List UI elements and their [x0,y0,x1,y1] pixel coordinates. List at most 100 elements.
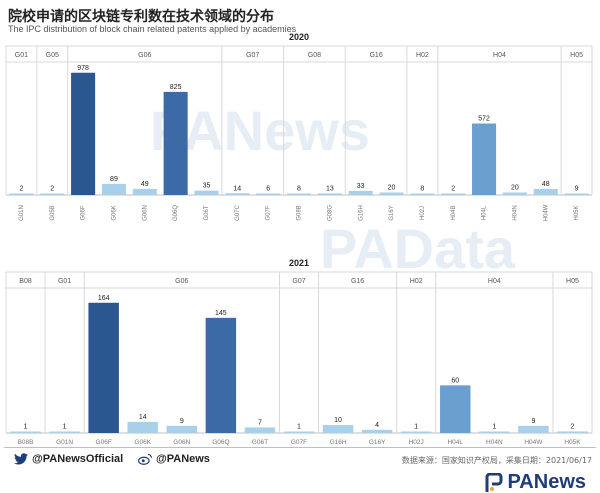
data-label: 1 [414,424,418,431]
bar [557,431,588,433]
group-label: G01 [15,52,28,59]
tick-label: G07F [291,439,307,446]
weibo-handle[interactable]: @PANews [138,453,210,465]
tick-label: G16Y [389,205,395,220]
weibo-icon [138,453,152,465]
tick-label: G16Y [369,439,386,446]
bar [283,431,315,433]
chart-title: 2020 [289,32,309,42]
bar [127,421,158,433]
data-label: 1 [297,424,301,431]
brand-logo: PANews [485,471,586,493]
data-label: 20 [388,185,396,192]
bar [71,72,96,195]
bar [564,193,589,195]
data-label: 2 [19,186,23,193]
tick-label: G01N [56,439,73,446]
data-label: 89 [110,176,118,183]
tick-label: G06Q [173,205,179,221]
data-label: 20 [511,185,519,192]
tick-label: H04N [486,439,503,446]
bar [317,193,342,195]
bar [40,193,65,195]
weibo-label: @PANews [156,453,210,465]
data-label: 2 [451,186,455,193]
tick-label: G06F [81,205,87,220]
data-label: 49 [141,181,149,188]
tick-label: H05K [574,205,580,220]
tick-label: G06Q [212,439,229,446]
bar [88,302,119,433]
footer: @PANewsOfficial @PANews 数据来源：国家知识产权局，采集日… [0,447,600,493]
tick-label: G16H [358,205,364,221]
group-label: B08 [19,278,32,285]
bar [472,123,497,195]
data-label: 145 [215,310,227,317]
data-label: 9 [575,186,579,193]
group-label: G06 [138,52,151,59]
tick-label: H04W [543,204,549,221]
tick-label: H04L [447,439,463,446]
group-label: G16 [369,52,382,59]
bar [322,425,354,433]
tick-label: G07F [266,205,272,220]
twitter-handle[interactable]: @PANewsOfficial [14,453,123,465]
group-label: H05 [566,278,579,285]
bar [256,193,281,195]
twitter-icon [14,453,28,465]
tick-label: G16H [330,439,347,446]
data-label: 48 [542,181,550,188]
data-label: 9 [531,418,535,425]
tick-label: H02J [409,439,424,446]
tick-label: H04B [451,205,457,220]
tick-label: G05B [50,205,56,220]
data-label: 1 [63,424,67,431]
data-label: 1 [492,424,496,431]
bar [440,385,471,433]
data-label: 8 [420,186,424,193]
data-label: 13 [326,185,334,192]
bar [132,188,157,195]
bar [225,193,250,195]
data-label: 33 [357,183,365,190]
bar [10,431,41,433]
bar [348,190,373,195]
data-label: 60 [451,377,459,384]
tick-label: H05K [564,439,581,446]
bar [479,431,510,433]
bar [9,193,34,195]
bar [502,192,527,195]
data-label: 164 [98,295,110,302]
group-label: G07 [246,52,259,59]
data-label: 2 [50,186,54,193]
tick-label: G08B [297,205,303,220]
twitter-label: @PANewsOfficial [32,453,124,465]
data-label: 14 [233,185,241,192]
bar [400,431,432,433]
data-label: 6 [266,186,270,193]
tick-label: G01N [19,205,25,221]
data-label: 825 [170,84,182,91]
tick-label: H04N [512,205,518,220]
tick-label: G06T [252,439,268,446]
bar [163,91,188,195]
bar [194,190,219,195]
tick-label: G06N [142,205,148,221]
bar [533,189,558,195]
tick-label: G06K [134,439,151,446]
group-label: G16 [351,278,364,285]
data-label: 2 [571,423,575,430]
group-label: H02 [416,52,429,59]
page-title: 院校申请的区块链专利数在技术领域的分布 [8,9,274,25]
bar [441,193,466,195]
group-label: G06 [175,278,188,285]
tick-label: H04L [482,205,488,220]
data-source-note: 数据来源：国家知识产权局，采集日期：2021/06/17 [401,456,592,465]
logo-text: PANews [507,471,586,493]
tick-label: G07C [235,205,241,221]
bar [518,425,549,433]
data-label: 572 [478,116,490,123]
logo-icon [485,472,503,492]
data-label: 9 [180,418,184,425]
bar [205,317,237,433]
